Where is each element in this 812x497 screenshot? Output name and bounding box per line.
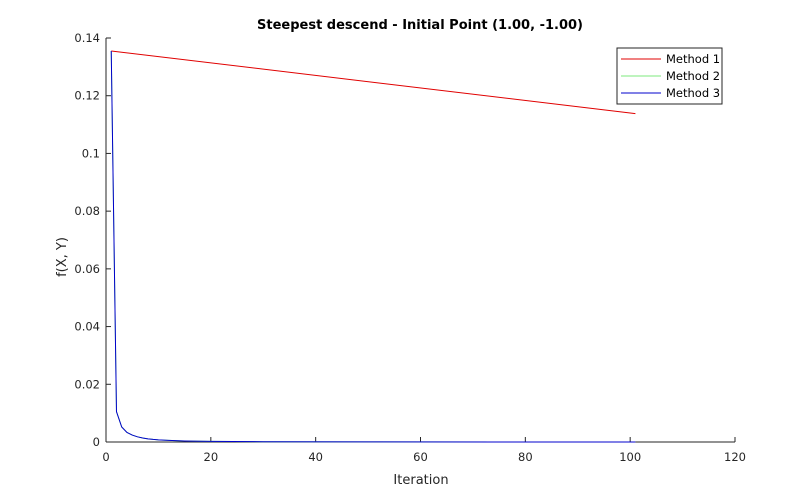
- chart-title: Steepest descend - Initial Point (1.00, …: [257, 18, 583, 33]
- y-tick-label: 0.08: [74, 204, 100, 218]
- x-tick-label: 80: [518, 450, 533, 464]
- x-tick-label: 40: [308, 450, 323, 464]
- legend-label-method-3: Method 3: [666, 86, 720, 100]
- y-axis-label: f(X, Y): [55, 237, 70, 277]
- legend-label-method-2: Method 2: [666, 69, 720, 83]
- y-tick-label: 0.1: [82, 146, 100, 160]
- y-tick-label: 0.04: [74, 320, 100, 334]
- series-line-method-2: [110, 50, 636, 443]
- x-tick-label: 100: [619, 450, 641, 464]
- y-tick-label: 0.14: [74, 31, 100, 45]
- y-tick-label: 0.02: [74, 377, 100, 391]
- x-tick-label: 120: [724, 450, 746, 464]
- x-tick-label: 20: [204, 450, 219, 464]
- legend: Method 1 Method 2 Method 3: [616, 47, 723, 105]
- y-tick-label: 0: [93, 435, 100, 449]
- y-tick-label: 0.12: [74, 89, 100, 103]
- plot-area: [110, 50, 636, 443]
- y-tick-label: 0.06: [74, 262, 100, 276]
- x-tick-label: 0: [102, 450, 109, 464]
- legend-label-method-1: Method 1: [666, 52, 720, 66]
- axes: 0 20 40 60 80 100 120 0 0.02 0.04 0.06 0.08 0.1 0.12 0…: [74, 31, 746, 464]
- series-line-method-1: [111, 50, 636, 115]
- series-line-method-3: [110, 50, 636, 443]
- x-axis-label: Iteration: [393, 473, 448, 488]
- x-tick-label: 60: [413, 450, 428, 464]
